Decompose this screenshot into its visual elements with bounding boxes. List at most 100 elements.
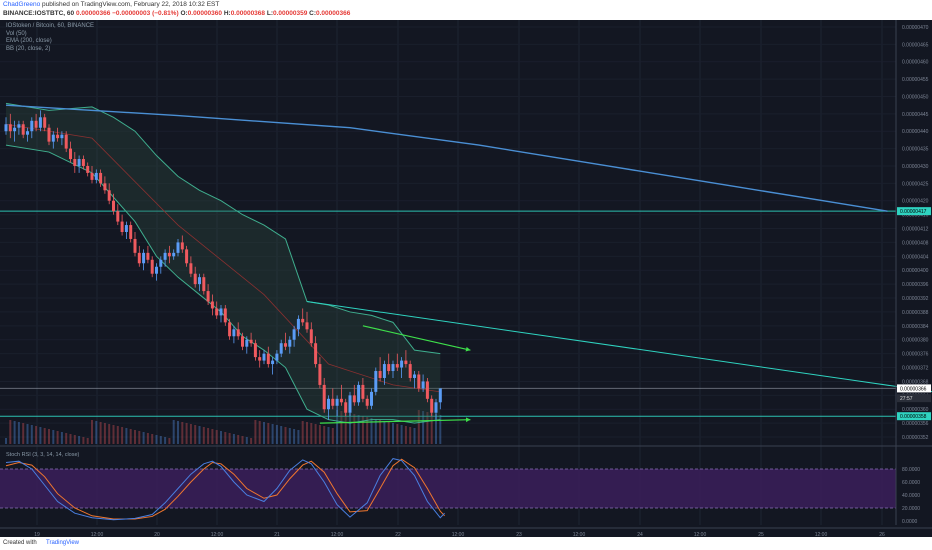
volume-bar [39, 427, 42, 444]
volume-bar [65, 433, 68, 444]
price-tag-label: 0.00000358 [900, 414, 927, 420]
volume-bar [138, 431, 141, 444]
candle-body [137, 252, 141, 264]
candle-body [86, 165, 90, 173]
legend-title: IOStoken / Bitcoin, 60, BINANCE [6, 23, 95, 29]
volume-bar [215, 430, 218, 444]
volume-bar [129, 429, 132, 444]
y-tick-label: 0.00000404 [902, 254, 929, 260]
candle-body [413, 374, 416, 378]
volume-bar [400, 425, 403, 444]
arrow-line [362, 325, 471, 351]
volume-bar [426, 412, 429, 444]
volume-bar [267, 423, 270, 444]
candle-body [51, 134, 55, 142]
volume-bar [366, 417, 369, 444]
candle-body [223, 308, 227, 323]
volume-bar [99, 422, 102, 444]
volume-bar [439, 415, 442, 444]
candle-body [99, 172, 103, 184]
candle-body [236, 329, 240, 337]
symbol-name: BINANCE:IOSTBTC, 60 [3, 10, 75, 17]
volume-bar [383, 421, 386, 444]
volume-bar [189, 424, 192, 444]
volume-bar [327, 427, 330, 444]
candle-body [425, 381, 429, 399]
legend-volume[interactable]: Vol (50) [6, 30, 27, 37]
candle-body [391, 364, 395, 372]
volume-bar [52, 430, 55, 444]
candle-body [129, 225, 133, 239]
ema-line [5, 104, 888, 212]
candle-body [133, 238, 137, 253]
x-tick-label: 23 [516, 532, 522, 537]
volume-bar [306, 422, 308, 444]
volume-bar [159, 436, 162, 444]
candle-body [245, 339, 249, 347]
candle-body [344, 402, 348, 413]
candle-body [38, 117, 42, 128]
volume-bar [379, 420, 382, 444]
volume-bar [142, 432, 145, 444]
candle-body [150, 259, 154, 274]
y-tick-label: 0.00000455 [902, 77, 929, 83]
trendline [306, 301, 932, 393]
volume-bar [207, 428, 210, 444]
x-tick-label: 12:00 [573, 532, 586, 537]
candle-body [215, 308, 219, 316]
candles [4, 110, 442, 420]
y-tick-label: 0.00000408 [902, 240, 929, 246]
candle-body [219, 308, 223, 316]
author-link[interactable]: ChadGreeno [3, 1, 41, 8]
volume-bar [43, 428, 46, 444]
tradingview-logo[interactable]: TradingView [46, 540, 80, 546]
volume-bar [318, 425, 321, 444]
volume-bar [353, 414, 356, 444]
price-chart[interactable]: Stoch RSI (3, 3, 14, 14, close) 0.000004… [0, 20, 932, 537]
candle-body [365, 398, 369, 406]
candle-body [228, 322, 232, 337]
candle-body [185, 249, 189, 264]
candle-body [120, 221, 124, 232]
candle-body [107, 190, 111, 201]
y-tick-label: 0.00000445 [902, 112, 929, 118]
volume-bar [232, 434, 235, 444]
y-tick-label: 0.00000360 [902, 407, 929, 413]
candle-body [370, 391, 373, 406]
legend-ema[interactable]: EMA (200, close) [6, 38, 52, 44]
x-tick-label: 26 [879, 532, 885, 537]
volume-bar [430, 413, 433, 444]
volume-bar [172, 420, 175, 444]
volume-bar [336, 410, 339, 444]
candle-body [17, 124, 21, 128]
volume-bar [211, 429, 214, 444]
rsi-band [0, 469, 896, 508]
candle-body [30, 120, 34, 132]
x-tick-label: 12:00 [694, 532, 707, 537]
y-tick-label: 0.00000352 [902, 435, 929, 441]
rsi-k-line [5, 458, 445, 521]
volume-bar [228, 433, 231, 444]
x-tick-label: 12:00 [815, 532, 828, 537]
arrow-head [465, 346, 471, 352]
y-tick-label: 0.00000384 [902, 324, 929, 330]
candle-body [77, 159, 81, 166]
volume-bar [13, 421, 16, 444]
candle-body [56, 134, 60, 139]
candle-body [305, 322, 309, 330]
candle-body [94, 172, 98, 180]
candle-body [249, 339, 253, 344]
publish-header: ChadGreeno published on TradingView.com,… [0, 0, 932, 20]
price-tag-label: 0.00000366 [900, 386, 927, 392]
rsi-y-tick-label: 40.0000 [902, 493, 920, 499]
candle-body [206, 291, 210, 302]
price-tag [897, 384, 931, 393]
candle-body [241, 336, 244, 347]
candle-body [202, 277, 206, 292]
volume-bar [263, 422, 265, 444]
volume-bar [417, 410, 420, 444]
volume-bar [103, 423, 106, 444]
y-tick-label: 0.00000450 [902, 94, 929, 100]
y-tick-label: 0.00000460 [902, 60, 929, 66]
legend-bb[interactable]: BB (20, close, 2) [6, 45, 51, 52]
